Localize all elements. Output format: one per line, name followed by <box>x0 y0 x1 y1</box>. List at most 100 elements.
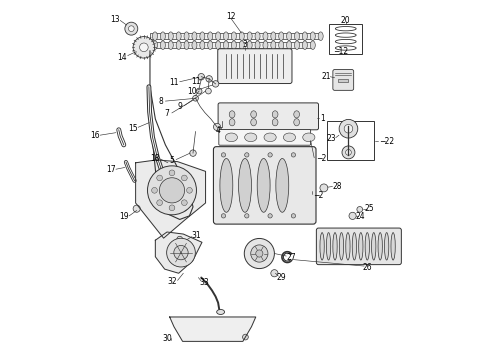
Text: ─2: ─2 <box>317 154 326 163</box>
Ellipse shape <box>216 32 220 41</box>
Text: 26: 26 <box>362 264 372 273</box>
Bar <box>327 121 374 160</box>
Circle shape <box>198 73 204 80</box>
Ellipse shape <box>225 133 238 141</box>
Text: 20: 20 <box>341 15 350 24</box>
Circle shape <box>271 270 278 277</box>
Text: 13: 13 <box>110 15 120 24</box>
Ellipse shape <box>339 233 343 260</box>
Circle shape <box>183 243 187 247</box>
Ellipse shape <box>208 32 213 41</box>
Ellipse shape <box>264 133 276 141</box>
Circle shape <box>133 205 140 212</box>
Circle shape <box>190 150 196 156</box>
Ellipse shape <box>220 158 233 212</box>
Text: 4: 4 <box>216 126 220 135</box>
Text: 29: 29 <box>276 273 286 282</box>
Circle shape <box>206 76 212 82</box>
Ellipse shape <box>239 32 245 41</box>
Ellipse shape <box>310 41 315 49</box>
FancyBboxPatch shape <box>333 69 354 90</box>
Text: ─2: ─2 <box>314 190 323 199</box>
Text: 24: 24 <box>356 212 365 221</box>
Circle shape <box>320 184 328 192</box>
Ellipse shape <box>359 233 363 260</box>
Ellipse shape <box>216 41 220 49</box>
Circle shape <box>245 238 274 269</box>
Ellipse shape <box>160 32 166 41</box>
Ellipse shape <box>326 233 331 260</box>
Ellipse shape <box>176 32 181 41</box>
Circle shape <box>173 242 177 247</box>
Circle shape <box>345 149 351 155</box>
Ellipse shape <box>318 32 323 41</box>
Ellipse shape <box>192 32 197 41</box>
Ellipse shape <box>279 32 284 41</box>
Circle shape <box>174 246 188 260</box>
Text: 5: 5 <box>169 156 174 165</box>
Circle shape <box>140 43 148 51</box>
Circle shape <box>349 212 356 220</box>
Ellipse shape <box>255 41 260 49</box>
Circle shape <box>205 88 211 94</box>
Ellipse shape <box>320 233 324 260</box>
Circle shape <box>268 214 272 218</box>
Ellipse shape <box>346 233 350 260</box>
Ellipse shape <box>239 41 245 49</box>
Ellipse shape <box>283 133 295 141</box>
Text: 7: 7 <box>164 109 169 118</box>
Polygon shape <box>155 232 202 273</box>
Ellipse shape <box>231 32 236 41</box>
Ellipse shape <box>352 233 357 260</box>
Circle shape <box>128 26 134 32</box>
Circle shape <box>245 214 249 218</box>
Text: 15: 15 <box>128 123 138 132</box>
Bar <box>150 42 313 48</box>
FancyBboxPatch shape <box>214 147 316 224</box>
Circle shape <box>181 200 187 206</box>
Ellipse shape <box>240 187 252 195</box>
Circle shape <box>291 214 295 218</box>
Text: 16: 16 <box>90 131 100 140</box>
Ellipse shape <box>310 32 315 41</box>
Ellipse shape <box>251 119 256 126</box>
Circle shape <box>133 37 155 58</box>
Ellipse shape <box>294 41 299 49</box>
Text: 25: 25 <box>365 204 375 213</box>
Circle shape <box>221 214 225 218</box>
Circle shape <box>187 188 193 193</box>
FancyBboxPatch shape <box>215 183 313 199</box>
Ellipse shape <box>223 32 228 41</box>
Ellipse shape <box>184 41 189 49</box>
Ellipse shape <box>223 41 228 49</box>
Ellipse shape <box>247 32 252 41</box>
Text: ─22: ─22 <box>380 137 394 146</box>
Circle shape <box>177 236 183 242</box>
Ellipse shape <box>229 119 235 126</box>
Text: 1: 1 <box>320 114 325 123</box>
Ellipse shape <box>263 41 268 49</box>
Ellipse shape <box>255 32 260 41</box>
Ellipse shape <box>200 41 205 49</box>
Circle shape <box>245 153 249 157</box>
Circle shape <box>251 245 268 262</box>
Ellipse shape <box>168 41 173 49</box>
Ellipse shape <box>208 41 213 49</box>
Circle shape <box>147 166 196 215</box>
Ellipse shape <box>279 41 284 49</box>
Ellipse shape <box>184 32 189 41</box>
FancyBboxPatch shape <box>218 103 318 130</box>
Ellipse shape <box>294 119 299 126</box>
Ellipse shape <box>298 187 311 195</box>
Ellipse shape <box>239 158 251 212</box>
Text: 8: 8 <box>158 97 163 106</box>
Text: 14: 14 <box>118 53 127 62</box>
Circle shape <box>157 175 163 181</box>
Circle shape <box>193 95 198 101</box>
Ellipse shape <box>276 158 289 212</box>
Text: 12: 12 <box>226 12 236 21</box>
Ellipse shape <box>302 41 307 49</box>
Circle shape <box>357 207 363 212</box>
Ellipse shape <box>247 41 252 49</box>
Text: 19: 19 <box>119 212 128 221</box>
